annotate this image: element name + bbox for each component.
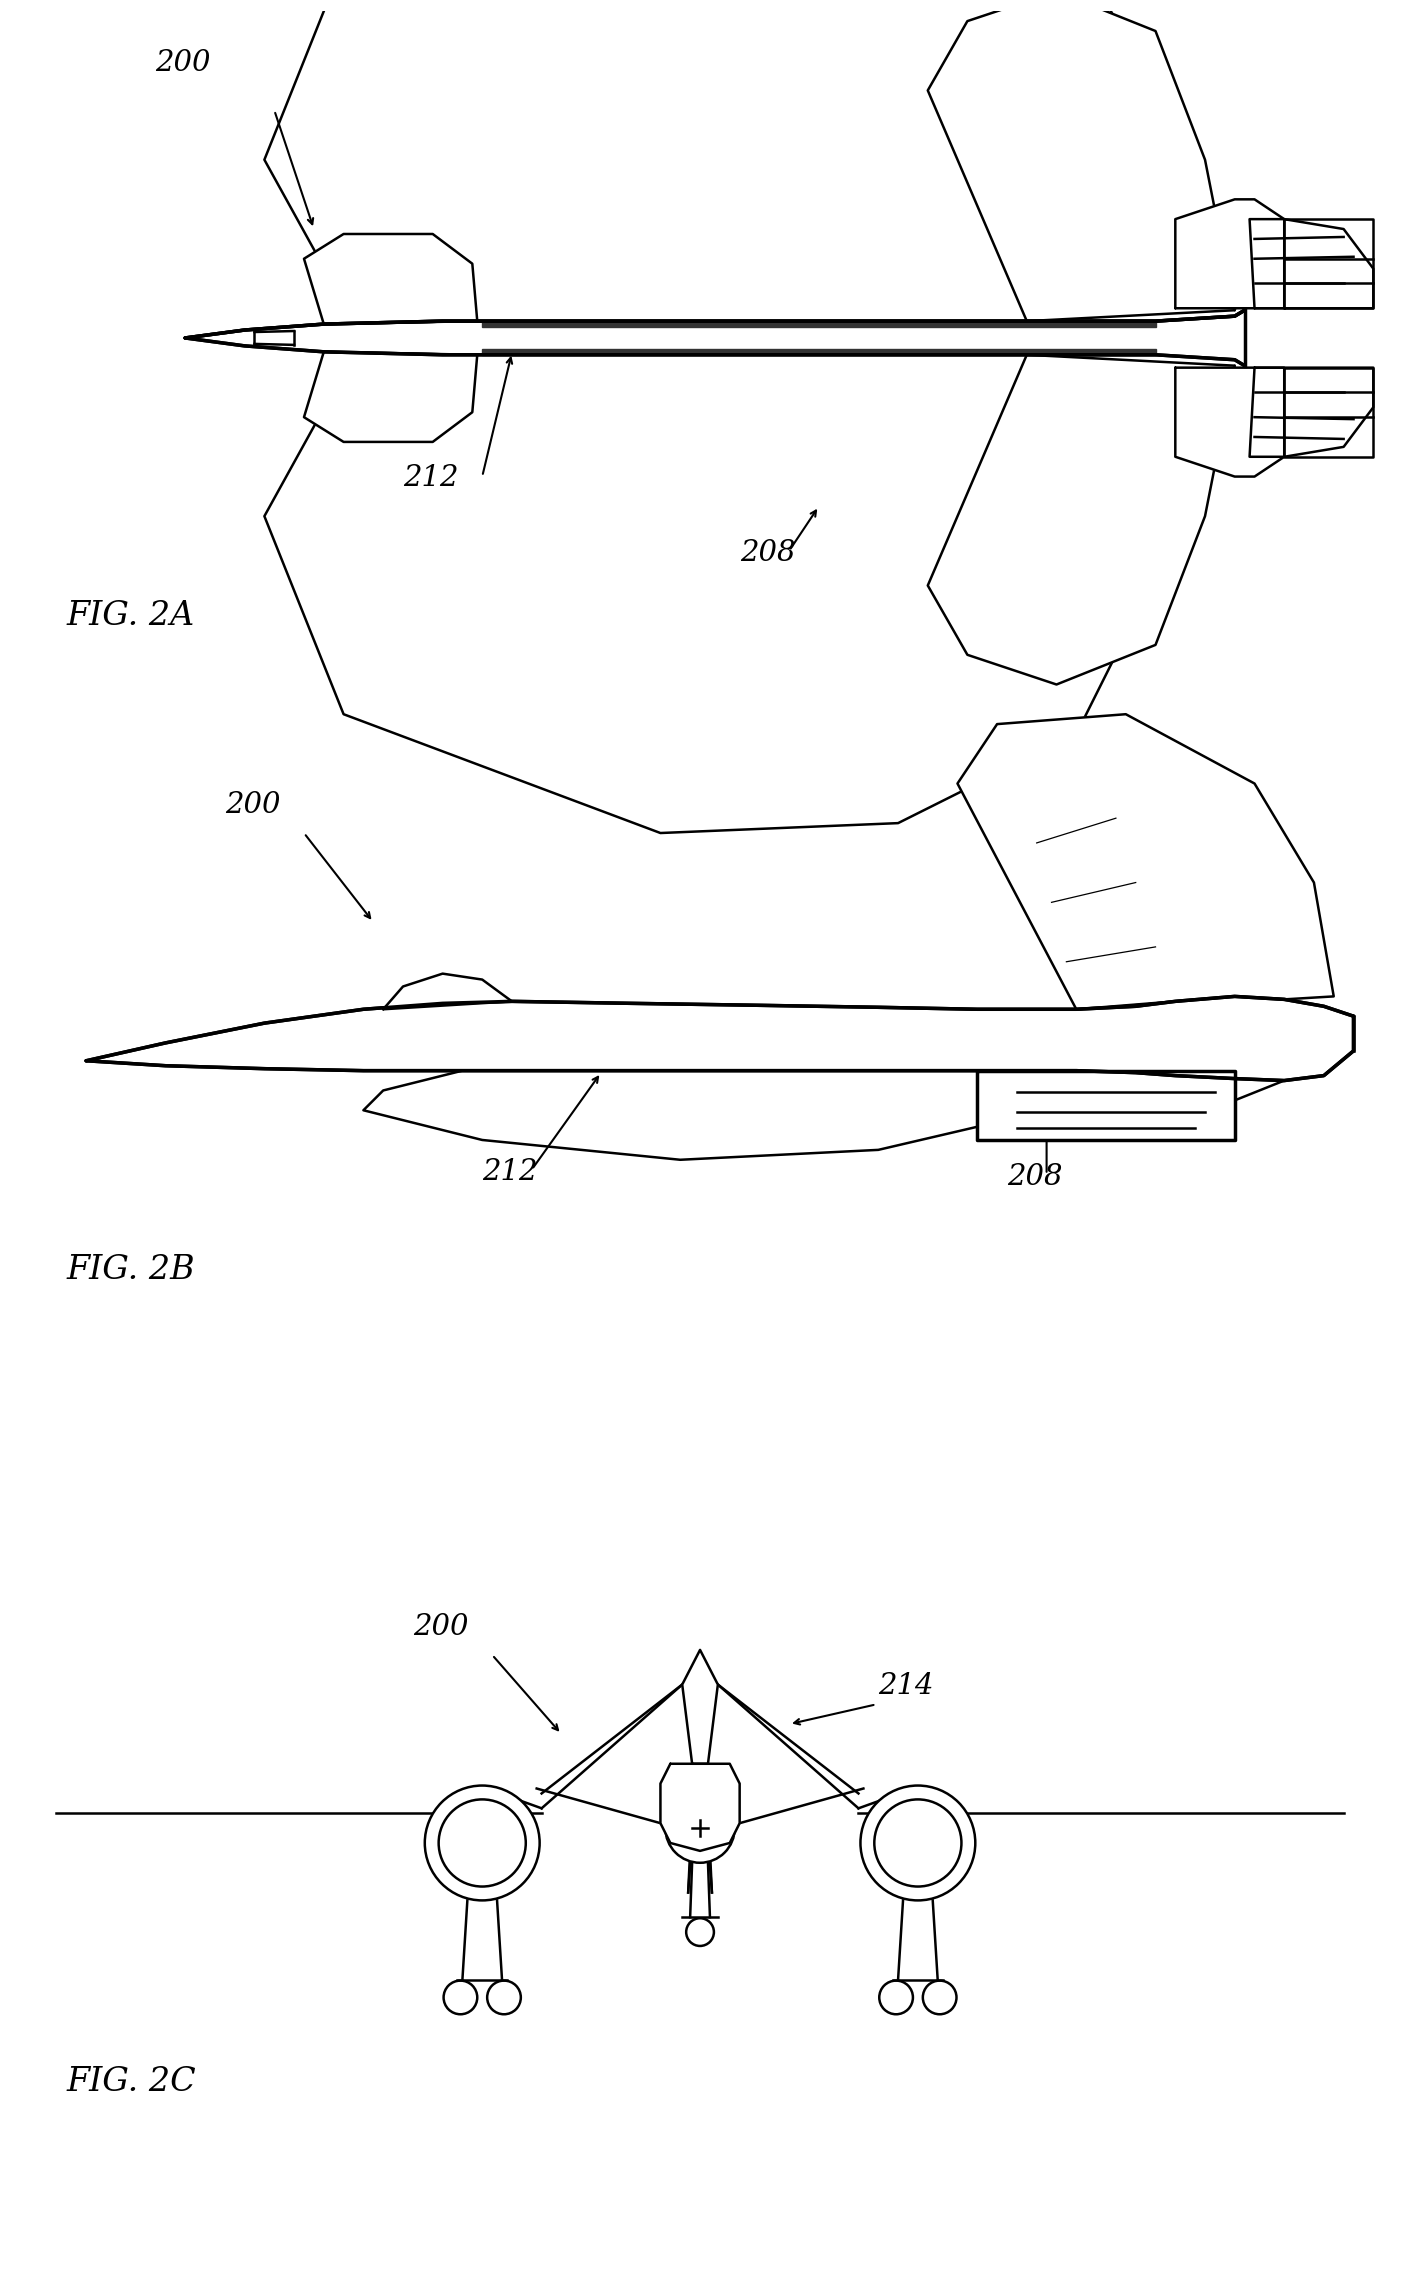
Polygon shape: [958, 714, 1334, 1010]
Polygon shape: [682, 1651, 717, 1765]
Text: 214: 214: [1284, 252, 1340, 280]
Polygon shape: [927, 355, 1234, 684]
Text: FIG. 2A: FIG. 2A: [66, 600, 194, 632]
Polygon shape: [265, 355, 1234, 832]
Polygon shape: [1284, 218, 1374, 309]
Polygon shape: [482, 348, 1155, 355]
Circle shape: [665, 1794, 734, 1862]
Polygon shape: [86, 996, 1354, 1080]
Text: 200: 200: [225, 791, 280, 819]
Polygon shape: [1250, 368, 1374, 457]
Polygon shape: [1250, 218, 1374, 309]
Text: 214: 214: [878, 1671, 934, 1701]
Text: FIG. 2B: FIG. 2B: [66, 1253, 194, 1285]
Text: 208: 208: [740, 539, 795, 566]
Polygon shape: [978, 1071, 1234, 1139]
Circle shape: [424, 1785, 540, 1901]
Polygon shape: [1284, 368, 1374, 457]
Circle shape: [861, 1785, 975, 1901]
Polygon shape: [265, 0, 1234, 321]
Text: 212: 212: [482, 1157, 538, 1185]
Text: 200: 200: [155, 48, 211, 77]
Text: 200: 200: [413, 1612, 468, 1642]
Polygon shape: [304, 234, 478, 325]
Polygon shape: [927, 0, 1234, 321]
Polygon shape: [185, 309, 1244, 366]
Text: FIG. 2C: FIG. 2C: [66, 2065, 196, 2097]
Polygon shape: [304, 352, 478, 441]
Polygon shape: [383, 973, 511, 1010]
Polygon shape: [482, 321, 1155, 327]
Text: 212: 212: [403, 464, 458, 493]
Polygon shape: [661, 1765, 740, 1851]
Text: 208: 208: [1007, 1162, 1062, 1192]
Polygon shape: [1175, 200, 1284, 309]
Polygon shape: [1175, 368, 1284, 478]
